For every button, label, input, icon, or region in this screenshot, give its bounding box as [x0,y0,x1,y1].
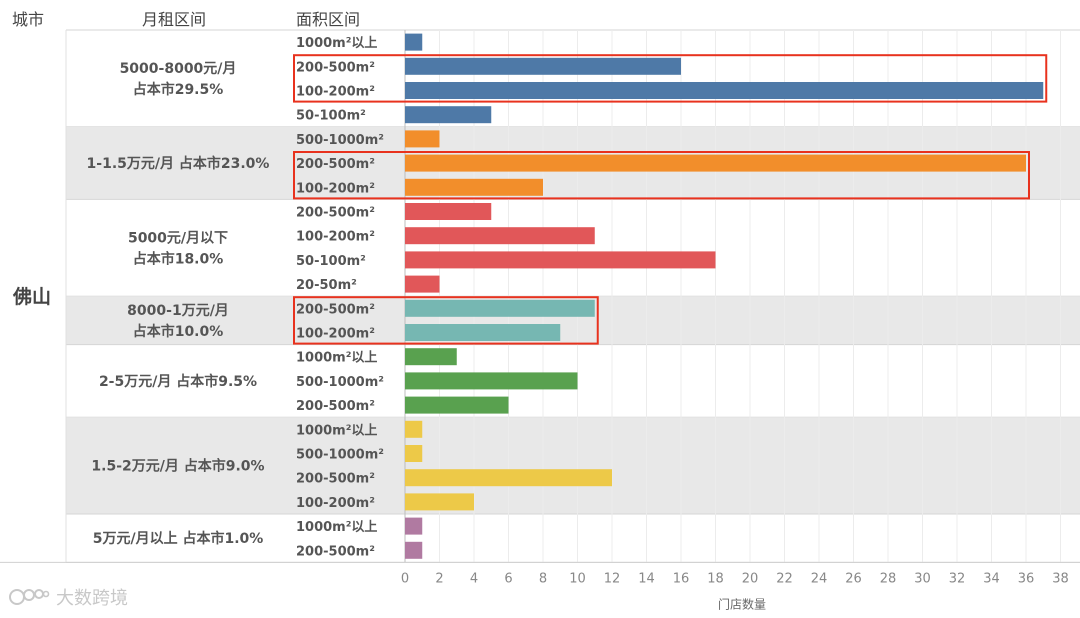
area-label: 100-200m² [296,496,375,511]
rent-group-label: 5万元/月以上 占本市1.0% [93,530,264,547]
x-tick-label: 38 [1052,571,1069,586]
x-tick-label: 24 [811,571,828,586]
rent-group-label: 占本市10.0% [133,323,224,340]
watermark: 大数跨境 [8,584,128,610]
x-tick-label: 20 [742,571,759,586]
bars [293,33,1048,559]
area-label: 200-500m² [296,302,375,317]
x-tick-label: 16 [673,571,690,586]
area-label: 200-500m² [296,399,375,414]
area-label: 500-1000m² [296,375,384,390]
x-axis-title: 门店数量 [718,596,766,611]
bar [405,324,561,341]
area-label: 1000m²以上 [296,520,377,535]
rent-group-label: 5000-8000元/月 [120,61,237,77]
area-label: 200-500m² [296,60,375,75]
x-tick-label: 8 [539,571,547,586]
x-tick-label: 12 [604,571,621,586]
x-tick-label: 2 [435,571,443,586]
area-label: 500-1000m² [296,133,384,148]
bar [405,251,716,269]
bar [405,82,1044,99]
bar [405,372,578,390]
bar [405,541,423,559]
x-tick-label: 6 [504,571,512,586]
bar [405,130,440,148]
rent-group-label: 8000-1万元/月 [127,303,229,319]
x-tick-label: 18 [707,571,724,586]
city-label: 佛山 [12,285,51,308]
x-tick-label: 26 [845,571,862,586]
watermark-text: 大数跨境 [56,588,128,609]
group-backgrounds [65,29,1080,563]
x-tick-label: 32 [949,571,966,586]
x-tick-label: 30 [914,571,931,586]
rent-group-label: 占本市29.5% [133,81,224,98]
bar [405,178,543,196]
bar [405,299,595,317]
bar [405,445,423,462]
area-label: 50-100m² [296,109,366,124]
bar [405,203,492,220]
group-shade [66,417,1080,514]
highlight-box [293,54,1048,103]
x-tick-label: 36 [1018,571,1035,586]
area-label: 1000m²以上 [296,423,377,438]
rent-group-label: 1.5-2万元/月 占本市9.0% [91,458,264,475]
bar [405,33,423,51]
bar [405,348,457,366]
bar [405,517,423,535]
area-label: 100-200m² [296,181,375,196]
bar [405,396,509,414]
bar [405,227,595,245]
bar [405,493,474,511]
x-tick-label: 34 [983,571,1000,586]
header-city: 城市 [12,10,45,29]
labels: 0 2 4 6 8 10 12 14 16 18 20 22 24 26 28 30 32 34 36 385000-… [12,36,1069,611]
x-tick-label: 22 [776,571,793,586]
table-header: 城市 月租区间 面积区间 [0,0,1080,30]
area-label: 500-1000m² [296,448,384,463]
area-label: 100-200m² [296,85,375,100]
bar [405,154,1026,172]
area-label: 200-500m² [296,472,375,487]
area-label: 200-500m² [296,544,375,559]
rent-group-label: 1-1.5万元/月 占本市23.0% [87,155,270,172]
bar [405,106,492,124]
area-label: 100-200m² [296,230,375,245]
x-tick-label: 0 [401,571,409,586]
bar [405,275,440,293]
rent-group-label: 占本市18.0% [133,250,224,267]
area-label: 1000m²以上 [296,351,377,366]
header-rent-range: 月租区间 [142,10,207,29]
x-tick-label: 4 [470,571,478,586]
bar [405,469,612,487]
area-label: 200-500m² [296,206,375,221]
x-tick-label: 28 [880,571,897,586]
area-label: 200-500m² [296,157,375,172]
header-area-range: 面积区间 [296,10,361,29]
bar [405,57,681,75]
rent-group-label: 5000元/月以下 [128,230,228,246]
area-label: 1000m²以上 [296,36,377,51]
brand-logo-icon [9,589,50,605]
highlight-box [293,151,1030,200]
bar [405,420,423,438]
highlight-box [293,296,599,345]
area-label: 100-200m² [296,327,375,342]
rent-group-label: 2-5万元/月 占本市9.5% [99,373,257,390]
area-label: 50-100m² [296,254,366,269]
area-label: 20-50m² [296,278,357,293]
x-tick-label: 14 [638,571,655,586]
x-tick-label: 10 [569,571,586,586]
